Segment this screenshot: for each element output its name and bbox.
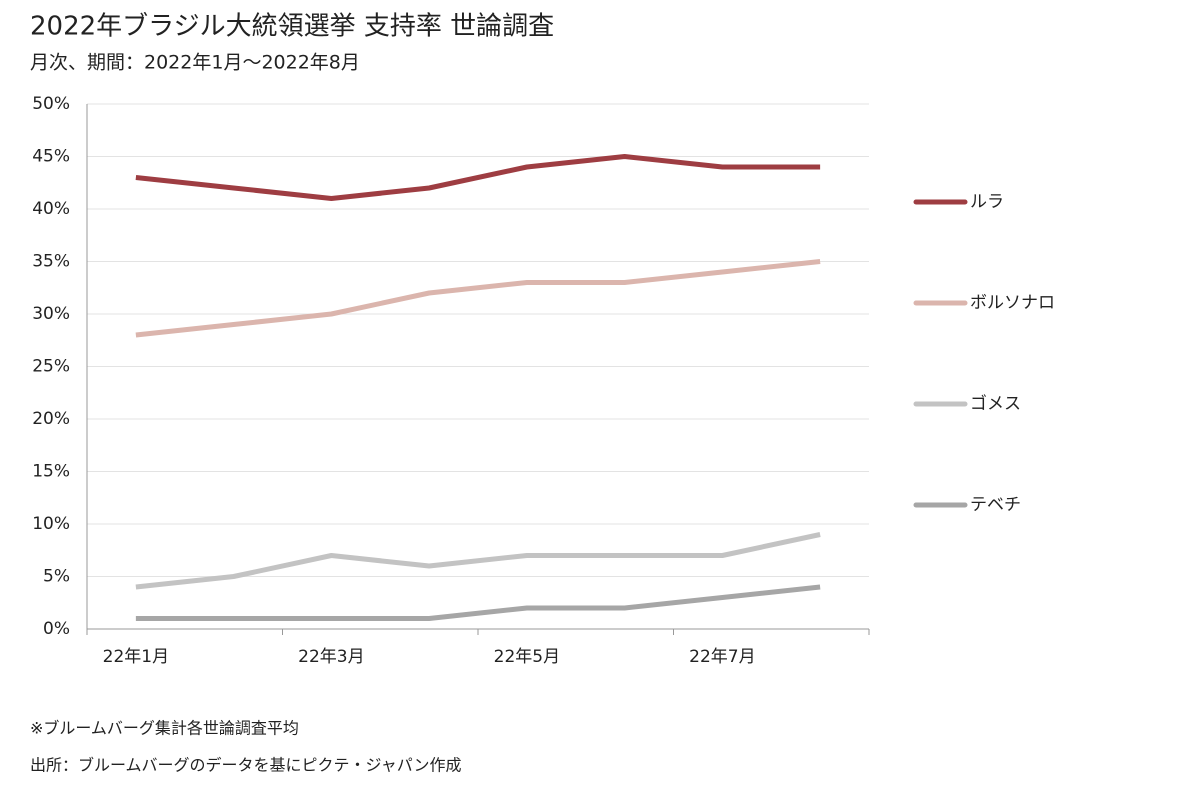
series-line	[135, 584, 821, 621]
y-tick-label: 30%	[32, 304, 70, 324]
note: ※ブルームバーグ集計各世論調査平均	[30, 719, 299, 738]
legend-label: ゴメス	[970, 393, 1021, 414]
x-tick-label: 22年1月	[103, 647, 169, 667]
legend-label: テベチ	[970, 495, 1021, 515]
y-tick-label: 35%	[32, 252, 70, 272]
y-tick-label: 25%	[32, 357, 70, 377]
x-tick-label: 22年3月	[298, 647, 364, 667]
x-tick-label: 22年5月	[494, 647, 560, 667]
legend-label: ルラ	[970, 192, 1004, 212]
source: 出所：ブルームバーグのデータを基にピクテ・ジャパン作成	[30, 756, 462, 775]
y-tick-label: 50%	[32, 94, 70, 114]
y-tick-label: 5%	[43, 567, 70, 587]
y-tick-label: 0%	[43, 619, 70, 639]
y-tick-label: 10%	[32, 514, 70, 534]
y-tick-label: 45%	[32, 147, 70, 167]
series-line	[135, 532, 821, 590]
y-tick-label: 40%	[32, 199, 70, 219]
y-tick-label: 15%	[32, 462, 70, 482]
series-line	[135, 259, 821, 338]
legend-label: ボルソナロ	[970, 293, 1055, 313]
series-line	[135, 154, 821, 201]
chart-title: 2022年ブラジル大統領選挙 支持率 世論調査	[30, 12, 554, 42]
chart-subtitle: 月次、期間：2022年1月～2022年8月	[30, 52, 360, 74]
x-tick-label: 22年7月	[689, 647, 755, 667]
y-tick-label: 20%	[32, 409, 70, 429]
